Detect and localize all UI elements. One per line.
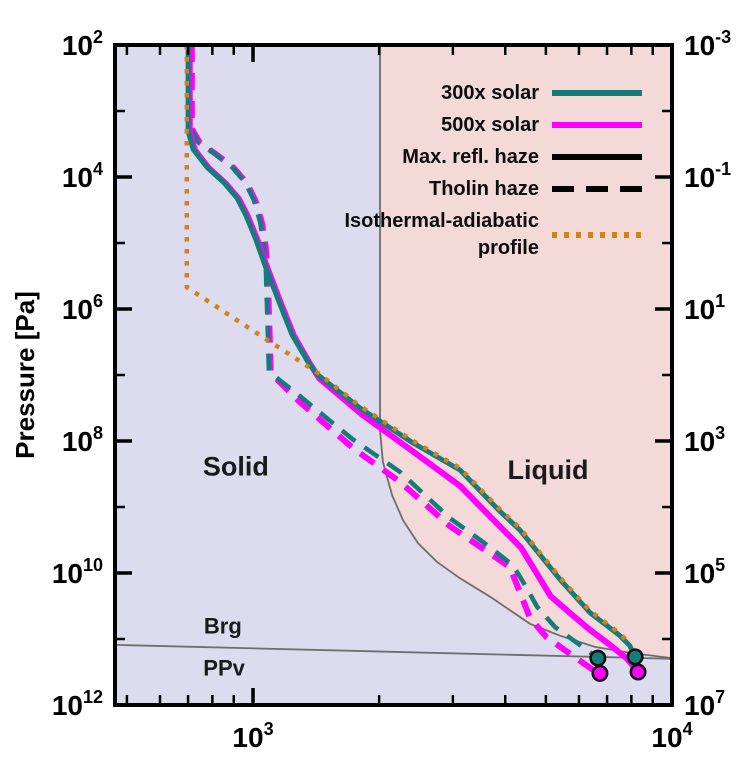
tick-label: 107 [684, 687, 725, 721]
tick-label: 1012 [52, 687, 103, 721]
legend-entry-300x-solar: 300x solar [240, 77, 642, 109]
tick-label: 106 [62, 291, 103, 325]
tick-label: 105 [684, 555, 725, 589]
legend-line-sample-tholin-haze [552, 186, 642, 192]
melting-curve [379, 45, 672, 659]
tick-label: 104 [651, 719, 692, 753]
tick-label: 103 [232, 719, 273, 753]
tick-label: 102 [62, 27, 103, 61]
legend-line-sample-300x-solar [552, 90, 642, 96]
legend-label: Tholin haze [429, 177, 539, 200]
legend-entry-tholin-haze: Tholin haze [240, 173, 642, 205]
tick-label: 103 [684, 423, 725, 457]
legend-label: Max. refl. haze [402, 145, 539, 168]
legend-line-sample-max-refl-haze [552, 154, 642, 160]
profile-endpoint-marker [629, 663, 647, 681]
brg-ppv-boundary [115, 644, 672, 660]
legend-entry-isothermal-adiabatic: Isothermal-adiabatic profile [240, 205, 642, 265]
legend-label: 300x solar [441, 81, 539, 104]
liquid-region-label: Liquid [507, 455, 588, 485]
tick-label: 10-1 [684, 159, 731, 193]
curve-300x-tholin-haze [187, 45, 600, 660]
tick-label: 108 [62, 423, 103, 457]
legend-line-sample-500x-solar [552, 122, 642, 128]
solid-region-label: Solid [203, 452, 269, 482]
legend-entry-max-refl-haze: Max. refl. haze [240, 141, 642, 173]
legend-line-sample-isothermal-adiabatic [552, 232, 642, 238]
tick-label: 1010 [52, 555, 103, 589]
tick-label: 10-3 [684, 27, 731, 61]
profile-endpoint-marker [589, 649, 607, 667]
tick-label: 104 [62, 159, 103, 193]
brg-label: Brg [204, 613, 242, 638]
tick-label: 101 [684, 291, 725, 325]
profile-endpoint-marker [591, 664, 609, 682]
legend: 300x solar 500x solar Max. refl. haze Th… [240, 77, 642, 265]
y-axis-title: Pressure [Pa] [10, 291, 40, 459]
liquid-region [380, 45, 672, 659]
ppv-label: PPv [203, 656, 245, 681]
profile-endpoint-marker [626, 648, 644, 666]
legend-label: 500x solar [441, 113, 539, 136]
legend-label: Isothermal-adiabatic profile [344, 210, 539, 259]
legend-entry-500x-solar: 500x solar [240, 109, 642, 141]
